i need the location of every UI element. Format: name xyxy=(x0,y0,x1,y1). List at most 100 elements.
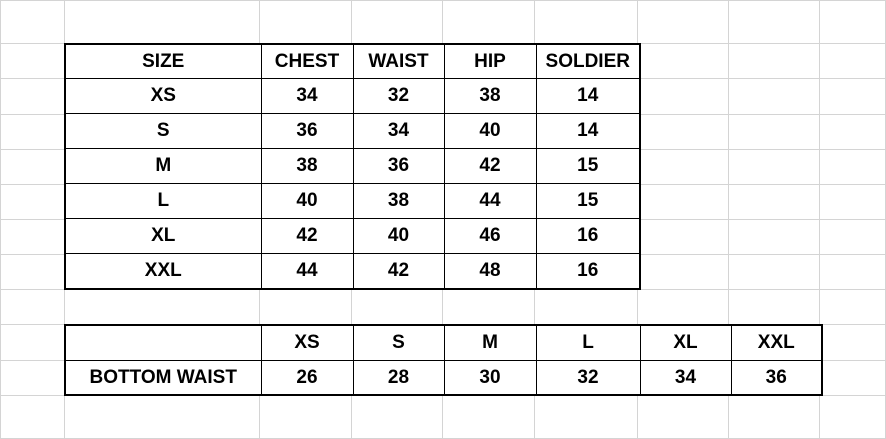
grid-cell[interactable] xyxy=(728,395,821,439)
table-cell[interactable]: XS xyxy=(64,78,262,114)
grid-cell[interactable] xyxy=(259,395,353,439)
grid-cell[interactable] xyxy=(441,0,535,44)
grid-cell[interactable] xyxy=(63,289,261,325)
table-cell[interactable]: 44 xyxy=(443,183,537,219)
grid-cell[interactable] xyxy=(0,78,65,115)
table-cell[interactable]: 15 xyxy=(535,148,641,184)
grid-cell[interactable] xyxy=(637,219,730,255)
header-cell[interactable]: HIP xyxy=(443,43,537,79)
grid-cell[interactable] xyxy=(63,395,261,439)
grid-cell[interactable] xyxy=(441,395,535,439)
header-cell[interactable]: L xyxy=(535,324,641,361)
table-cell[interactable]: L xyxy=(64,183,262,219)
grid-cell[interactable] xyxy=(819,254,886,290)
grid-cell[interactable] xyxy=(637,149,730,185)
grid-cell[interactable] xyxy=(0,360,65,396)
grid-cell[interactable] xyxy=(351,0,443,44)
table-cell[interactable]: 40 xyxy=(443,113,537,149)
table-cell[interactable]: 34 xyxy=(260,78,354,114)
header-cell[interactable]: CHEST xyxy=(260,43,354,79)
grid-cell[interactable] xyxy=(0,184,65,220)
table-cell[interactable]: 42 xyxy=(352,253,445,290)
table-cell[interactable]: 26 xyxy=(260,360,354,396)
header-cell[interactable]: SIZE xyxy=(64,43,262,79)
header-cell[interactable]: S xyxy=(352,324,445,361)
table-cell[interactable]: 32 xyxy=(535,360,641,396)
table-cell[interactable]: 46 xyxy=(443,218,537,254)
header-cell[interactable]: XXL xyxy=(730,324,823,361)
table-cell[interactable]: 15 xyxy=(535,183,641,219)
table-cell[interactable]: 36 xyxy=(730,360,823,396)
grid-cell[interactable] xyxy=(441,289,535,325)
grid-cell[interactable] xyxy=(351,395,443,439)
table-cell[interactable]: 36 xyxy=(352,148,445,184)
grid-cell[interactable] xyxy=(819,324,886,361)
grid-cell[interactable] xyxy=(351,289,443,325)
grid-cell[interactable] xyxy=(0,43,65,79)
grid-cell[interactable] xyxy=(259,0,353,44)
grid-cell[interactable] xyxy=(728,0,821,44)
table-cell[interactable]: 36 xyxy=(260,113,354,149)
table-cell[interactable]: 30 xyxy=(443,360,537,396)
grid-cell[interactable] xyxy=(259,289,353,325)
table-cell[interactable]: 38 xyxy=(443,78,537,114)
grid-cell[interactable] xyxy=(819,289,886,325)
grid-cell[interactable] xyxy=(819,149,886,185)
table-cell[interactable]: 42 xyxy=(260,218,354,254)
grid-cell[interactable] xyxy=(637,43,730,79)
grid-cell[interactable] xyxy=(728,254,821,290)
header-cell[interactable]: SOLDIER xyxy=(535,43,641,79)
grid-cell[interactable] xyxy=(728,219,821,255)
grid-cell[interactable] xyxy=(533,395,639,439)
grid-cell[interactable] xyxy=(637,289,730,325)
grid-cell[interactable] xyxy=(0,114,65,150)
grid-cell[interactable] xyxy=(819,0,886,44)
grid-cell[interactable] xyxy=(533,0,639,44)
grid-cell[interactable] xyxy=(819,43,886,79)
grid-cell[interactable] xyxy=(819,114,886,150)
table-cell[interactable]: 32 xyxy=(352,78,445,114)
grid-cell[interactable] xyxy=(0,324,65,361)
grid-cell[interactable] xyxy=(0,0,65,44)
grid-cell[interactable] xyxy=(728,78,821,115)
table-cell[interactable]: 38 xyxy=(260,148,354,184)
table-cell[interactable]: 16 xyxy=(535,253,641,290)
table-cell[interactable]: 38 xyxy=(352,183,445,219)
grid-cell[interactable] xyxy=(637,254,730,290)
header-cell[interactable] xyxy=(64,324,262,361)
grid-cell[interactable] xyxy=(819,184,886,220)
table-cell[interactable]: 34 xyxy=(639,360,732,396)
table-cell[interactable]: 40 xyxy=(260,183,354,219)
table-cell[interactable]: 28 xyxy=(352,360,445,396)
grid-cell[interactable] xyxy=(0,289,65,325)
grid-cell[interactable] xyxy=(819,360,886,396)
grid-cell[interactable] xyxy=(728,184,821,220)
table-cell[interactable]: XXL xyxy=(64,253,262,290)
grid-cell[interactable] xyxy=(637,395,730,439)
table-cell[interactable]: 16 xyxy=(535,218,641,254)
header-cell[interactable]: XL xyxy=(639,324,732,361)
grid-cell[interactable] xyxy=(637,114,730,150)
table-cell[interactable]: M xyxy=(64,148,262,184)
grid-cell[interactable] xyxy=(533,289,639,325)
grid-cell[interactable] xyxy=(637,0,730,44)
grid-cell[interactable] xyxy=(0,254,65,290)
grid-cell[interactable] xyxy=(637,184,730,220)
table-cell[interactable]: 14 xyxy=(535,78,641,114)
grid-cell[interactable] xyxy=(0,149,65,185)
table-cell[interactable]: 14 xyxy=(535,113,641,149)
grid-cell[interactable] xyxy=(819,78,886,115)
header-cell[interactable]: WAIST xyxy=(352,43,445,79)
grid-cell[interactable] xyxy=(819,219,886,255)
table-cell[interactable]: S xyxy=(64,113,262,149)
header-cell[interactable]: XS xyxy=(260,324,354,361)
grid-cell[interactable] xyxy=(728,43,821,79)
header-cell[interactable]: M xyxy=(443,324,537,361)
table-cell[interactable]: 42 xyxy=(443,148,537,184)
table-cell[interactable]: 34 xyxy=(352,113,445,149)
table-cell[interactable]: 44 xyxy=(260,253,354,290)
grid-cell[interactable] xyxy=(0,219,65,255)
table-cell[interactable]: 48 xyxy=(443,253,537,290)
grid-cell[interactable] xyxy=(63,0,261,44)
grid-cell[interactable] xyxy=(728,114,821,150)
